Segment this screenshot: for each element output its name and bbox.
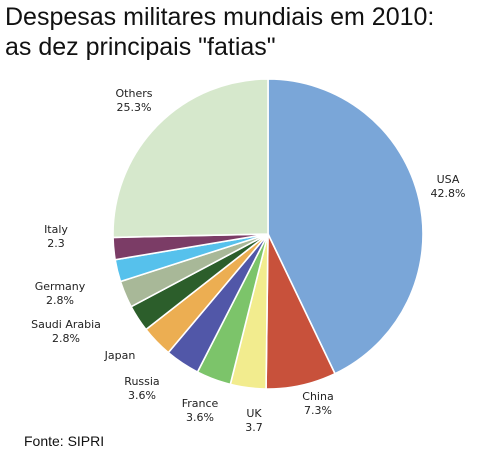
source-note: Fonte: SIPRI <box>24 433 105 449</box>
slice-label-italy: Italy 2.3 <box>44 223 68 250</box>
slice-label-usa: USA 42.8% <box>431 173 466 200</box>
slice-label-others: Others 25.3% <box>116 87 153 114</box>
pie-labels: USA 42.8% China 7.3% UK 3.7 France 3.6% Russia 3.… <box>31 87 465 434</box>
slice-label-france: France 3.6% <box>182 397 219 424</box>
pie-slice-others <box>112 78 269 239</box>
slice-label-china: China 7.3% <box>302 390 333 417</box>
slice-label-japan: Japan <box>104 349 136 362</box>
slice-label-saudi-arabia: Saudi Arabia 2.8% <box>31 318 101 345</box>
slice-label-russia: Russia 3.6% <box>124 375 159 402</box>
pie-slice-usa <box>267 78 424 375</box>
pie-slices <box>112 78 424 390</box>
chart-title-line-1: Despesas militares mundiais em 2010: <box>5 3 435 31</box>
slice-label-uk: UK 3.7 <box>245 407 263 434</box>
chart-title-line-2: as dez principais "fatias" <box>5 33 276 61</box>
slice-label-germany: Germany 2.8% <box>35 280 86 307</box>
